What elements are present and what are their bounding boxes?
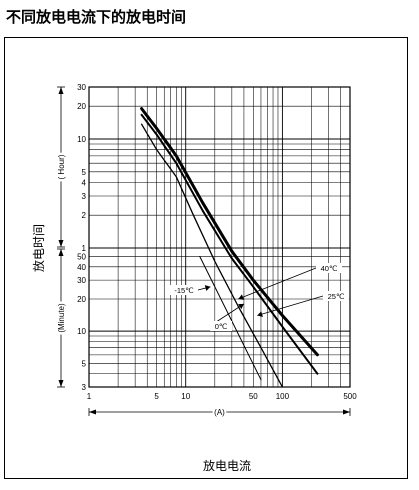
page-title: 不同放电电流下的放电时间 [6,8,187,26]
y-hour-tick-label: 3 [82,192,87,201]
x-tick-label: 1 [87,392,92,401]
annotation-box [210,321,232,331]
annotation-label: 25℃ [328,292,345,301]
annotation-box [316,263,342,273]
x-tick-label: 50 [249,392,258,401]
x-tick-label: 500 [343,392,357,401]
x-unit-arrowhead [343,409,350,415]
x-axis-title: 放电电流 [203,458,251,473]
y-minute-tick-label: 3 [82,383,87,392]
annotation-leader [238,267,317,300]
annotation-leader [257,295,324,316]
chart-frame [4,37,408,479]
y-hour-tick-label: 1 [82,244,87,253]
y-hour-tick-label: 20 [77,102,86,111]
x-tick-label: 100 [276,392,290,401]
annotation-label: 40℃ [321,264,338,273]
y-hour-arrow-label: ( Hour) [57,154,66,179]
x-tick-label: 5 [154,392,159,401]
y-hour-arrow-head [58,240,64,247]
annotation-box [323,291,349,301]
y-hour-tick-label: 2 [82,211,87,220]
annotation-box [170,285,198,295]
y-minute-tick-label: 5 [82,359,87,368]
y-minute-tick-label: 10 [77,327,86,336]
series-line [199,256,262,381]
y-minute-tick-label: 20 [77,295,86,304]
x-unit-arrowhead [89,409,96,415]
y-hour-tick-label: 30 [77,83,86,92]
series-line [140,107,319,357]
y-minute-tick-label: 50 [77,252,86,261]
y-minute-arrow-label: (Minute) [57,303,66,333]
y-hour-tick-label: 10 [77,135,86,144]
y-minute-tick-label: 30 [77,276,86,285]
annotation-arrowhead [257,311,263,317]
plot-border [88,86,351,388]
x-unit-label: (A) [214,408,225,417]
y-hour-tick-label: 5 [82,168,87,177]
x-tick-label: 10 [181,392,190,401]
annotation-arrowhead [238,303,244,310]
y-minute-arrow-head [58,380,64,387]
series-line [140,113,319,375]
series-line [140,123,284,388]
y-minute-tick-label: 40 [77,263,86,272]
y-hour-tick-label: 4 [82,178,87,187]
y-minute-arrow-head [58,249,64,256]
vertical-grid [88,87,351,387]
annotation-arrowhead [204,285,211,291]
annotation-arrowhead [238,294,245,300]
annotation-label: 0℃ [215,322,228,331]
y-hour-arrow-head [58,87,64,94]
y-axis-title: 放电时间 [31,224,46,272]
annotation-label: -15℃ [174,286,194,295]
